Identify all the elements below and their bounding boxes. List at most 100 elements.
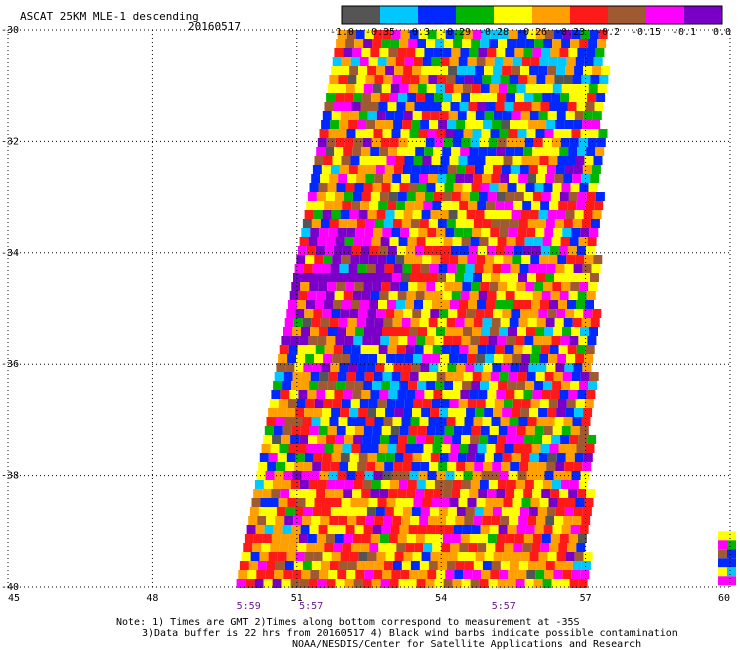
swath-cell (506, 237, 516, 246)
swath-cell (479, 237, 489, 246)
swath-cell (510, 462, 520, 471)
swath-cell (566, 399, 576, 408)
swath-cell (348, 264, 358, 273)
swath-cell (407, 435, 417, 444)
swath-cell (363, 282, 373, 291)
swath-cell (236, 579, 246, 588)
swath-cell (382, 129, 392, 138)
swath-cell (384, 264, 394, 273)
swath-cell (476, 57, 486, 66)
swath-cell (390, 525, 400, 534)
swath-cell (570, 426, 580, 435)
swath-cell (414, 246, 424, 255)
swath-cell (462, 426, 472, 435)
swath-cell (492, 264, 502, 273)
swath-cell (525, 381, 535, 390)
swath-cell (436, 372, 446, 381)
swath-cell (457, 408, 467, 417)
swath-cell (533, 579, 543, 588)
swath-cell (497, 480, 507, 489)
swath-cell (304, 552, 314, 561)
swath-cell (518, 561, 528, 570)
swath-cell (435, 282, 445, 291)
swath-cell (407, 93, 417, 102)
swath-cell (329, 174, 339, 183)
swath-cell (531, 345, 541, 354)
swath-cell (482, 219, 492, 228)
swath-cell (571, 327, 580, 336)
swath-cell (386, 354, 396, 363)
swath-cell (557, 354, 567, 363)
swath-cell (320, 417, 330, 426)
swath-cell (326, 138, 336, 147)
swath-cell (435, 84, 445, 93)
swath-cell (403, 453, 413, 462)
swath-cell (484, 111, 494, 120)
swath-cell (423, 102, 433, 111)
swath-cell (589, 228, 599, 237)
swath-cell (346, 129, 356, 138)
swath-cell (554, 219, 564, 228)
swath-cell (439, 453, 449, 462)
swath-cell (290, 336, 300, 345)
swath-cell (504, 201, 514, 210)
swath-cell (501, 120, 511, 129)
swath-cell (517, 228, 527, 237)
swath-cell (346, 570, 356, 579)
swath-cell (563, 174, 573, 183)
swath-cell (367, 408, 377, 417)
swath-cell (513, 246, 523, 255)
swath-cell (525, 183, 535, 192)
swath-cell (478, 291, 488, 300)
swath-cell (315, 201, 325, 210)
swath-cell (449, 399, 459, 408)
swath-cell (447, 120, 457, 129)
swath-cell (446, 561, 456, 570)
swath-cell (339, 165, 349, 174)
swath-cell (305, 354, 315, 363)
swath-cell (582, 165, 592, 174)
swath-cell (456, 507, 466, 516)
swath-cell (405, 102, 415, 111)
swath-cell (472, 129, 482, 138)
swath-cell (474, 462, 484, 471)
swath-cell (321, 165, 331, 174)
swath-cell (291, 381, 301, 390)
swath-cell (499, 30, 509, 39)
swath-cell (549, 246, 559, 255)
swath-cell (402, 462, 412, 471)
swath-cell (555, 507, 565, 516)
swath-cell (569, 435, 579, 444)
swath-cell (415, 192, 425, 201)
swath-cell (392, 318, 402, 327)
swath-cell (475, 111, 485, 120)
swath-cell (487, 147, 497, 156)
swath-cell (405, 543, 415, 552)
swath-cell (538, 66, 548, 75)
swath-cell (301, 327, 310, 336)
swath-cell (527, 417, 537, 426)
swath-cell (560, 579, 570, 588)
swath-cell (412, 453, 422, 462)
swath-cell (402, 165, 412, 174)
swath-cell (421, 111, 431, 120)
swath-cell (282, 426, 292, 435)
swath-cell (384, 363, 394, 372)
swath-cell (319, 570, 329, 579)
swath-cell (491, 561, 501, 570)
swath-cell (539, 57, 549, 66)
swath-cell (433, 291, 443, 300)
swath-cell (582, 462, 592, 471)
swath-cell (456, 165, 466, 174)
swath-cell (398, 336, 408, 345)
swath-cell (459, 345, 469, 354)
swath-cell (406, 192, 416, 201)
swath-cell (561, 39, 571, 48)
swath-cell (238, 570, 248, 579)
swath-cell (410, 516, 420, 525)
swath-cell (298, 291, 308, 300)
swath-cell (521, 57, 531, 66)
swath-cell (454, 471, 464, 480)
swath-cell (457, 309, 467, 318)
swath-cell (508, 570, 518, 579)
